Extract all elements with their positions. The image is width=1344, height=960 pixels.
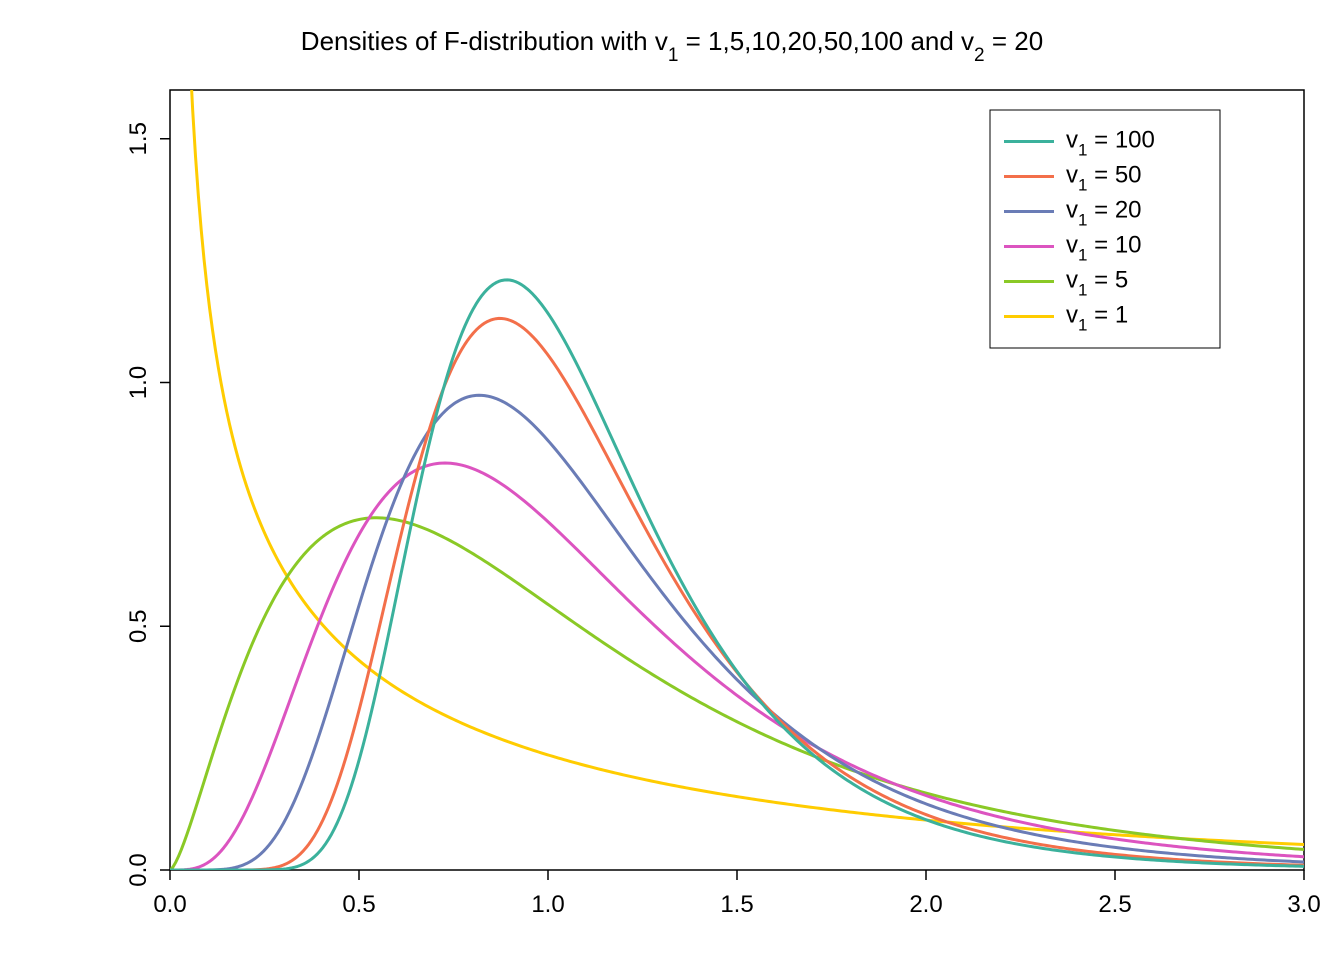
y-tick-label: 1.0 xyxy=(125,366,152,399)
legend: v1 = 100v1 = 50v1 = 20v1 = 10v1 = 5v1 = … xyxy=(990,110,1220,348)
x-tick-label: 1.5 xyxy=(720,891,753,918)
x-tick-label: 0.5 xyxy=(342,891,375,918)
x-tick-label: 2.0 xyxy=(909,891,942,918)
x-tick-label: 2.5 xyxy=(1098,891,1131,918)
x-tick-label: 3.0 xyxy=(1287,891,1320,918)
x-tick-label: 1.0 xyxy=(531,891,564,918)
y-tick-label: 0.5 xyxy=(125,610,152,643)
y-tick-label: 1.5 xyxy=(125,122,152,155)
y-tick-label: 0.0 xyxy=(125,853,152,886)
f-distribution-chart: Densities of F-distribution with v1 = 1,… xyxy=(0,0,1344,960)
x-tick-label: 0.0 xyxy=(153,891,186,918)
